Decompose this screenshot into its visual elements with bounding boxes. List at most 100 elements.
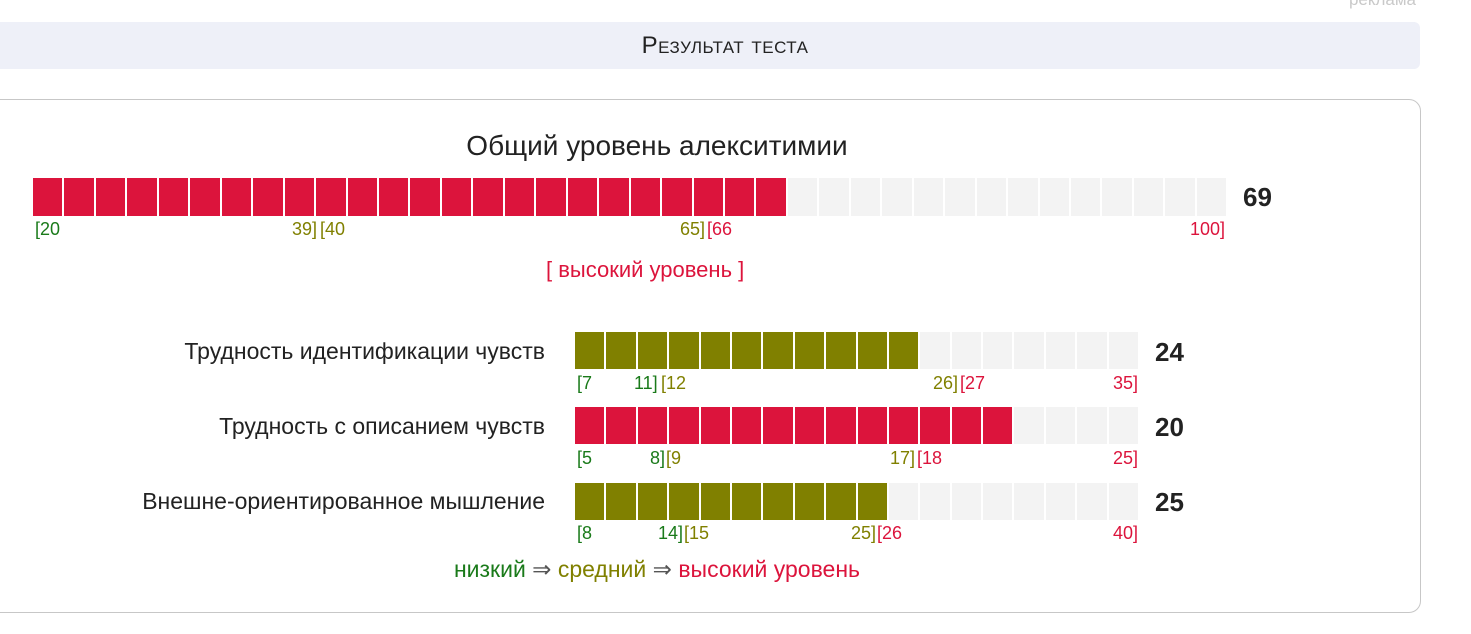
scale3-segment-empty xyxy=(983,483,1015,520)
overall-title: Общий уровень алекситимии xyxy=(466,130,848,161)
scale2-segment-filled xyxy=(763,407,795,444)
overall-segment-filled xyxy=(724,178,757,216)
overall-tick-max: 100] xyxy=(1190,219,1226,239)
overall-segment-empty xyxy=(1070,178,1103,216)
overall-segment-filled xyxy=(630,178,663,216)
scale2-segment-filled xyxy=(731,407,764,444)
scale3-segment-empty xyxy=(888,483,921,520)
scale2-segment-filled xyxy=(951,407,984,444)
scale1-tick-high-min: [27 xyxy=(960,373,986,393)
overall-segment-filled xyxy=(567,178,600,216)
overall-segment-filled xyxy=(441,178,474,216)
scale-label-external-thinking: Внешне-ориентированное мышление xyxy=(142,488,545,514)
scale1-segment-filled xyxy=(731,332,764,369)
overall-segment-filled xyxy=(64,178,96,216)
scale2-segment-empty xyxy=(1014,407,1046,444)
overall-bar xyxy=(33,178,1229,216)
overall-segment-empty xyxy=(787,178,820,216)
scale3-segment-filled xyxy=(826,483,858,520)
scale3-segment-empty xyxy=(1077,483,1109,520)
scale1-segment-empty xyxy=(1045,332,1078,369)
legend-mid: средний xyxy=(557,556,647,582)
scale1-tick-mid-max: 26] xyxy=(933,373,959,393)
overall-segment-filled xyxy=(504,178,537,216)
scale3-tick-low-max: 14] xyxy=(658,523,684,543)
scale1-segment-empty xyxy=(1077,332,1109,369)
scale2-segment-empty xyxy=(1045,407,1078,444)
result-header: Результат теста xyxy=(0,22,1420,69)
overall-segment-filled xyxy=(536,178,568,216)
scale2-segment-filled xyxy=(857,407,889,444)
overall-segment-filled xyxy=(158,178,191,216)
scale2-tick-mid-min: [9 xyxy=(666,448,682,468)
scale2-tick-max: 25] xyxy=(1113,448,1139,468)
scale2-segment-empty xyxy=(1108,407,1141,444)
scale2-segment-filled xyxy=(826,407,858,444)
scale1-segment-filled xyxy=(857,332,889,369)
scale-score-external-thinking: 25 xyxy=(1155,487,1184,517)
scale2-segment-filled xyxy=(669,407,701,444)
scale-score-identification: 24 xyxy=(1155,337,1184,367)
legend-high: высокий уровень xyxy=(678,556,861,582)
legend-low: низкий xyxy=(453,556,526,582)
scale-label-description: Трудность с описанием чувств xyxy=(219,413,545,439)
scale1-segment-filled xyxy=(700,332,732,369)
overall-score: 69 xyxy=(1243,182,1272,212)
scale3-segment-filled xyxy=(637,483,670,520)
scale1-segment-filled xyxy=(826,332,858,369)
overall-segment-empty xyxy=(819,178,851,216)
overall-segment-filled xyxy=(378,178,411,216)
overall-segment-filled xyxy=(253,178,285,216)
scale3-segment-filled xyxy=(731,483,764,520)
scale3-segment-filled xyxy=(669,483,701,520)
scale2-tick-high-min: [18 xyxy=(917,448,943,468)
scale3-tick-mid-max: 25] xyxy=(851,523,877,543)
scale1-segment-empty xyxy=(1014,332,1046,369)
scale1-segment-filled xyxy=(763,332,795,369)
scale2-tick-min: [5 xyxy=(577,448,593,468)
scale1-segment-empty xyxy=(951,332,984,369)
scale3-segment-empty xyxy=(1108,483,1141,520)
overall-tick-low-max: 39] xyxy=(292,219,318,239)
overall-segment-filled xyxy=(599,178,631,216)
scale3-segment-filled xyxy=(857,483,889,520)
scale1-segment-empty xyxy=(983,332,1015,369)
scale2-tick-low-max: 8] xyxy=(650,448,666,468)
overall-segment-empty xyxy=(1133,178,1166,216)
scale2-segment-filled xyxy=(920,407,952,444)
overall-tick-high-min: [66 xyxy=(707,219,733,239)
ad-label: реклама xyxy=(1349,0,1416,10)
scale3-tick-mid-min: [15 xyxy=(684,523,710,543)
scale2-segment-filled xyxy=(575,407,607,444)
overall-tick-mid-max: 65] xyxy=(680,219,706,239)
scale2-segment-empty xyxy=(1077,407,1109,444)
scale1-tick-max: 35] xyxy=(1113,373,1139,393)
scale2-segment-filled xyxy=(606,407,638,444)
overall-segment-empty xyxy=(850,178,883,216)
scale1-segment-empty xyxy=(1108,332,1141,369)
scale-bar-external-thinking xyxy=(575,483,1141,520)
scale1-segment-empty xyxy=(920,332,952,369)
scale-label-identification: Трудность идентификации чувств xyxy=(184,338,545,364)
overall-segment-empty xyxy=(1008,178,1040,216)
scale2-segment-filled xyxy=(700,407,732,444)
scale3-segment-empty xyxy=(920,483,952,520)
legend-arrow-2: ⇒ xyxy=(646,556,679,582)
scale2-segment-filled xyxy=(983,407,1015,444)
overall-segment-filled xyxy=(662,178,694,216)
scale2-segment-filled xyxy=(888,407,921,444)
scale1-segment-filled xyxy=(669,332,701,369)
level-legend: низкий ⇒ средний ⇒ высокий уровень xyxy=(0,556,1314,583)
scale3-tick-high-min: [26 xyxy=(877,523,903,543)
scale1-segment-filled xyxy=(606,332,638,369)
scale2-segment-filled xyxy=(794,407,827,444)
scale1-tick-low-max: 11] xyxy=(634,373,658,393)
scale3-tick-min: [8 xyxy=(577,523,593,543)
scale-bar-description xyxy=(575,407,1141,444)
scale3-tick-max: 40] xyxy=(1113,523,1139,543)
overall-segment-filled xyxy=(756,178,788,216)
scale2-tick-mid-max: 17] xyxy=(890,448,916,468)
scale1-tick-mid-min: [12 xyxy=(661,373,687,393)
overall-segment-empty xyxy=(945,178,977,216)
overall-segment-filled xyxy=(473,178,505,216)
